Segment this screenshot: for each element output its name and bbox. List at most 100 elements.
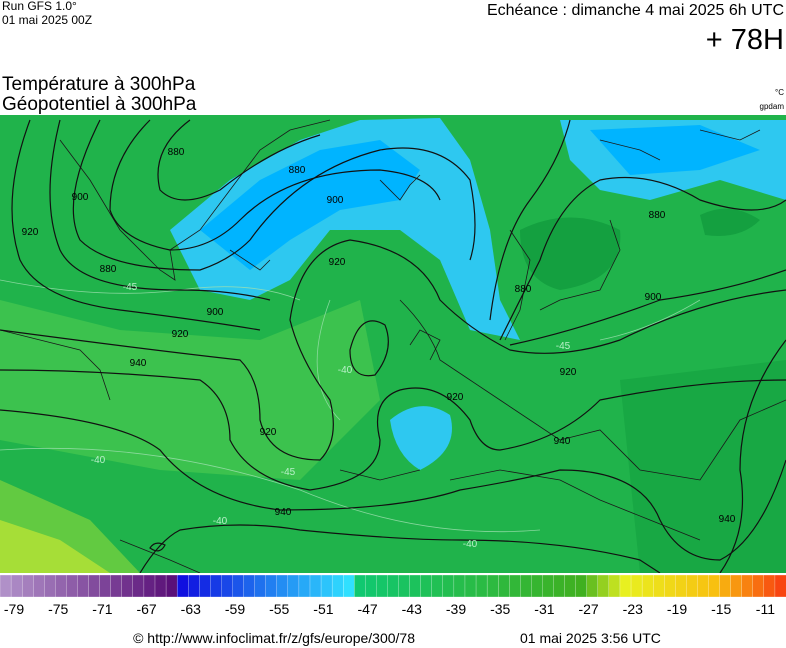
scale-cell: [575, 574, 588, 598]
contour-label: 880: [515, 284, 532, 295]
scale-cell: [331, 574, 344, 598]
scale-cell: [619, 574, 632, 598]
contour-label: 940: [130, 358, 147, 369]
temp-area: [590, 125, 760, 175]
scale-cell: [99, 574, 112, 598]
scale-cell: [686, 574, 698, 598]
scale-cell: [21, 574, 34, 598]
scale-cell: [10, 574, 23, 598]
scale-cell: [232, 574, 244, 598]
scale-label: -31: [534, 601, 554, 617]
scale-cell: [774, 574, 786, 598]
scale-cell: [33, 574, 45, 598]
scale-cell: [343, 574, 355, 598]
scale-cell: [66, 574, 78, 598]
contour-label: 920: [560, 367, 577, 378]
scale-cell: [409, 574, 422, 598]
contour-label: 900: [207, 307, 224, 318]
scale-cell: [708, 574, 721, 598]
run-date: 01 mai 2025 00Z: [2, 13, 92, 27]
temp-area: [620, 360, 786, 573]
scale-cell: [55, 574, 67, 598]
scale-cell: [586, 574, 599, 598]
scale-cell: [752, 574, 765, 598]
contour-label: 920: [22, 227, 39, 238]
scale-cell: [664, 574, 676, 598]
temp-label: -40: [463, 539, 478, 550]
temp-area: [700, 208, 760, 236]
scale-cell: [298, 574, 311, 598]
scale-cell: [486, 574, 499, 598]
contour-label: 940: [719, 514, 736, 525]
scale-cell: [498, 574, 510, 598]
lead-time: + 78H: [706, 24, 784, 56]
scale-label: -11: [756, 601, 775, 617]
scale-cell: [630, 574, 643, 598]
scale-label: -51: [313, 601, 333, 617]
scale-cell: [531, 574, 543, 598]
contour-label: 900: [327, 195, 344, 206]
scale-label: -55: [269, 601, 289, 617]
unit-geo: gpdam: [760, 102, 785, 111]
scale-cell: [442, 574, 455, 598]
scale-cell: [653, 574, 665, 598]
scale-cell: [597, 574, 610, 598]
scale-cell: [243, 574, 256, 598]
scale-cell: [254, 574, 267, 598]
contour-label: 920: [447, 392, 464, 403]
temp-area: [200, 140, 420, 270]
scale-cell: [354, 574, 366, 598]
scale-label: -39: [446, 601, 466, 617]
scale-cell: [697, 574, 709, 598]
scale-cell: [154, 574, 167, 598]
contour-label: 920: [329, 257, 346, 268]
scale-cell: [199, 574, 211, 598]
contour-label: 900: [645, 292, 662, 303]
scale-cell: [420, 574, 433, 598]
contour-label: 940: [554, 436, 571, 447]
scale-cell: [132, 574, 145, 598]
scale-cell: [165, 574, 178, 598]
temp-label: -40: [338, 365, 353, 376]
scale-cell: [210, 574, 222, 598]
scale-cell: [265, 574, 278, 598]
scale-cell: [376, 574, 388, 598]
title-temp: Température à 300hPa: [2, 74, 196, 95]
scale-cell: [564, 574, 577, 598]
scale-label: -47: [357, 601, 377, 617]
scale-cell: [719, 574, 732, 598]
scale-label: -67: [136, 601, 156, 617]
temp-label: -45: [556, 341, 571, 352]
scale-label: -35: [490, 601, 510, 617]
scale-cell: [44, 574, 56, 598]
scale-label: -63: [181, 601, 201, 617]
scale-cell: [110, 574, 123, 598]
temp-label: -45: [281, 467, 296, 478]
scale-cell: [553, 574, 566, 598]
temp-area: [170, 118, 520, 340]
scale-cell: [675, 574, 687, 598]
scale-label: -43: [402, 601, 422, 617]
scale-cell: [88, 574, 101, 598]
scale-cell: [0, 574, 12, 598]
scale-cell: [608, 574, 621, 598]
unit-temp: °C: [775, 88, 784, 97]
scale-cell: [730, 574, 743, 598]
scale-label: -27: [578, 601, 598, 617]
scale-cell: [188, 574, 200, 598]
scale-label: -79: [4, 601, 24, 617]
scale-cell: [763, 574, 776, 598]
scale-label: -75: [48, 601, 68, 617]
title-geo: Géopotentiel à 300hPa: [2, 94, 197, 115]
contour-label: 940: [275, 507, 292, 518]
scale-cell: [641, 574, 654, 598]
color-scale: -79 -75 -71 -67 -63 -59 -55 -51 -47 -43 -39 -35 -31 -…: [0, 574, 786, 617]
scale-cell: [741, 574, 754, 598]
scale-cell: [387, 574, 399, 598]
scale-cell: [121, 574, 134, 598]
temp-area: [390, 406, 452, 470]
scale-cell: [398, 574, 411, 598]
scale-cell: [221, 574, 233, 598]
temp-area: [0, 480, 140, 573]
scale-cell: [77, 574, 90, 598]
